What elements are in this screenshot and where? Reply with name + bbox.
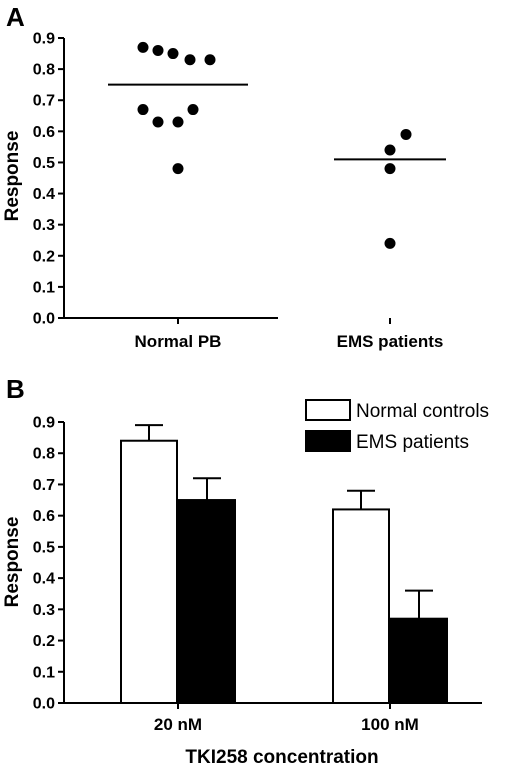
data-point xyxy=(137,104,149,116)
panel-b-chart: B 0.0 0.1 0.2 0.3 0.4 0.5 0.6 0.7 0.8 0.9 Respons… xyxy=(2,374,489,768)
data-point xyxy=(137,41,149,53)
y-tick-label: 0.0 xyxy=(33,311,55,328)
data-point xyxy=(384,144,396,156)
data-point xyxy=(187,104,199,116)
y-tick-label: 0.3 xyxy=(33,217,55,234)
data-point xyxy=(384,237,396,249)
y-tick-label: 0.8 xyxy=(33,446,55,463)
y-tick-label: 0.9 xyxy=(33,31,55,48)
panel-b-legend: Normal controls EMS patients xyxy=(305,399,489,453)
panel-b-categories: 20 nM 100 nM xyxy=(154,703,419,734)
y-tick-label: 0.5 xyxy=(33,539,55,556)
panel-a-letter: A xyxy=(6,2,25,32)
bar xyxy=(332,508,390,704)
panel-a-axis-lines xyxy=(63,38,278,319)
y-tick-label: 0.6 xyxy=(33,124,55,141)
panel-a-y-axis-title: Response xyxy=(2,131,23,222)
bar xyxy=(390,617,448,705)
data-point xyxy=(204,54,216,66)
legend-swatch xyxy=(305,430,351,452)
x-category-label: 20 nM xyxy=(154,715,202,734)
y-tick-label: 0.7 xyxy=(33,477,55,494)
panel-a-categories: Normal PB EMS patients xyxy=(135,318,444,351)
y-tick-label: 0.1 xyxy=(33,279,55,296)
panel-a-y-ticks: 0.0 0.1 0.2 0.3 0.4 0.5 0.6 0.7 0.8 0.9 xyxy=(33,31,64,328)
x-category-label: EMS patients xyxy=(337,332,444,351)
data-point xyxy=(400,128,412,140)
y-tick-label: 0.8 xyxy=(33,62,55,79)
panel-a-axes xyxy=(63,38,278,319)
x-category-label: 100 nM xyxy=(361,715,419,734)
panel-b-y-ticks: 0.0 0.1 0.2 0.3 0.4 0.5 0.6 0.7 0.8 0.9 xyxy=(33,415,64,713)
y-tick-label: 0.1 xyxy=(33,664,55,681)
y-tick-label: 0.7 xyxy=(33,93,55,110)
legend-label: EMS patients xyxy=(356,432,469,453)
data-point xyxy=(152,44,164,56)
panel-a-means xyxy=(108,83,446,161)
y-tick-label: 0.2 xyxy=(33,248,55,265)
y-tick-label: 0.3 xyxy=(33,602,55,619)
bar xyxy=(120,439,178,704)
panel-a-chart: A 0.0 0.1 0.2 0.3 0.4 0.5 0.6 0.7 0.8 0.9 Respons… xyxy=(2,2,446,351)
y-tick-label: 0.6 xyxy=(33,508,55,525)
panel-b-x-axis-title: TKI258 concentration xyxy=(185,747,378,768)
data-point xyxy=(167,48,179,60)
data-point xyxy=(152,116,164,128)
panel-b-y-axis-title: Response xyxy=(2,517,23,608)
y-tick-label: 0.0 xyxy=(33,696,55,713)
panel-b-bars xyxy=(120,424,448,705)
panel-b-letter: B xyxy=(6,374,25,404)
data-point xyxy=(384,163,396,175)
y-tick-label: 0.2 xyxy=(33,633,55,650)
y-tick-label: 0.4 xyxy=(33,571,55,588)
y-tick-label: 0.4 xyxy=(33,186,55,203)
data-point xyxy=(172,163,184,175)
legend-label: Normal controls xyxy=(356,401,489,422)
bar xyxy=(178,499,236,704)
data-point xyxy=(184,54,196,66)
y-tick-label: 0.9 xyxy=(33,415,55,432)
panel-a-points xyxy=(137,41,412,249)
legend-swatch xyxy=(305,399,351,421)
y-tick-label: 0.5 xyxy=(33,155,55,172)
data-point xyxy=(172,116,184,128)
x-category-label: Normal PB xyxy=(135,332,222,351)
